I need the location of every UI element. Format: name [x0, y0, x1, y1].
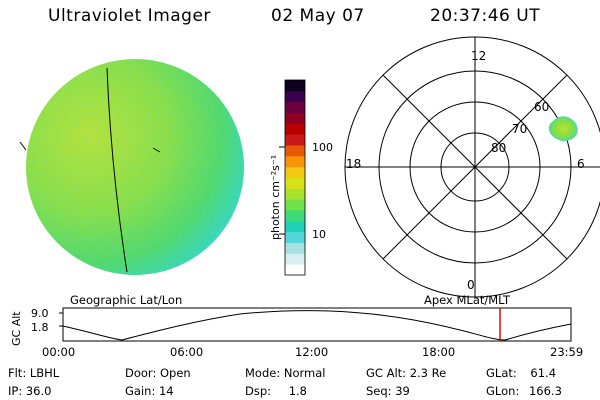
- colorbar-band: [285, 145, 305, 157]
- time-tick-0600: 06:00: [170, 345, 204, 359]
- footer-mode: Mode: Normal: [245, 366, 326, 380]
- footer-glat: GLat: 61.4: [486, 366, 557, 380]
- colorbar-band: [285, 188, 305, 200]
- colorbar-band: [285, 231, 305, 243]
- colorbar-band: [285, 101, 305, 113]
- footer-gain: Gain: 14: [125, 384, 174, 398]
- footer-seq: Seq: 39: [366, 384, 410, 398]
- colorbar-tick-100: 100: [312, 141, 333, 154]
- altitude-ytick-9: 9.0: [31, 307, 49, 320]
- colorbar-band: [285, 166, 305, 178]
- geo-disk-image: [19, 59, 244, 275]
- mlat-label-60: 60: [534, 100, 549, 114]
- time-tick-1800: 18:00: [422, 345, 456, 359]
- auroral-spot: [548, 116, 578, 142]
- colorbar-tick-10: 10: [312, 228, 326, 241]
- time-tick-2359: 23:59: [550, 345, 584, 359]
- polar-plot-label: Apex MLat/MLT: [424, 293, 511, 307]
- mlt-label-12: 12: [471, 49, 486, 63]
- colorbar-band: [285, 242, 305, 254]
- colorbar-band: [285, 134, 305, 146]
- colorbar-band: [285, 90, 305, 103]
- altitude-ytick-1-8: 1.8: [31, 321, 49, 334]
- polar-diagonal-2: [382, 74, 568, 260]
- colorbar-band: [285, 80, 305, 92]
- colorbar: [279, 79, 306, 276]
- colorbar-band: [285, 177, 305, 189]
- mlt-label-18: 18: [346, 157, 361, 171]
- time-tick-1200: 12:00: [295, 345, 329, 359]
- colorbar-band: [285, 264, 305, 276]
- limb-tick: [19, 141, 27, 151]
- colorbar-band: [285, 199, 305, 211]
- footer-gc-alt: GC Alt: 2.3 Re: [366, 366, 447, 380]
- mlat-label-70: 70: [512, 122, 527, 136]
- footer-filter: Flt: LBHL: [8, 366, 60, 380]
- terminator-line: [106, 67, 128, 273]
- observation-date: 02 May 07: [271, 6, 365, 26]
- altitude-plot: [59, 307, 572, 342]
- mlat-label-80: 80: [491, 141, 506, 155]
- altitude-ylabel: GC Alt: [10, 311, 23, 346]
- mlt-label-0: 0: [467, 278, 475, 292]
- polar-plot: [344, 36, 600, 298]
- colorbar-label: photon cm⁻²s⁻¹: [269, 155, 282, 240]
- colorbar-band: [285, 155, 305, 168]
- colorbar-band: [285, 210, 305, 222]
- colorbar-band: [285, 220, 305, 233]
- time-tick-0000: 00:00: [42, 345, 76, 359]
- colorbar-band: [285, 253, 305, 265]
- footer-ip: IP: 36.0: [8, 384, 52, 398]
- footer-glon: GLon: 166.3: [486, 384, 562, 398]
- instrument-title: Ultraviolet Imager: [48, 6, 211, 26]
- colorbar-band: [285, 112, 305, 124]
- observation-time: 20:37:46 UT: [430, 6, 541, 26]
- colorbar-frame: [284, 79, 306, 276]
- mlt-label-6: 6: [577, 157, 585, 171]
- footer-door: Door: Open: [125, 366, 191, 380]
- colorbar-band: [285, 123, 305, 135]
- geo-map-label: Geographic Lat/Lon: [70, 293, 183, 307]
- altitude-curve: [62, 310, 572, 341]
- footer-dsp: Dsp: 1.8: [245, 384, 307, 398]
